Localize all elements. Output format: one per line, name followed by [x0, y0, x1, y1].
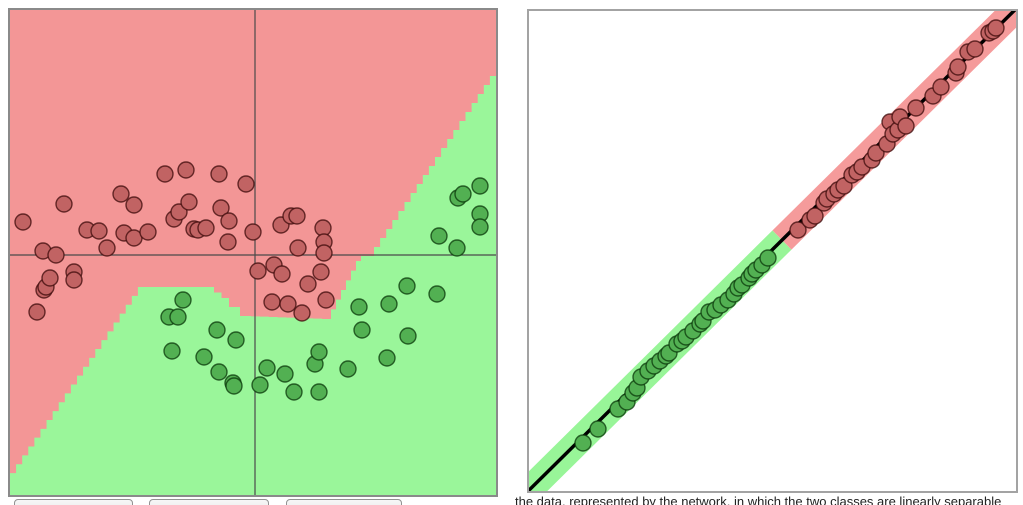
data-point [156, 165, 174, 183]
control-button-3[interactable] [286, 499, 402, 505]
data-point [315, 244, 333, 262]
data-point [276, 365, 294, 383]
data-point [14, 213, 32, 231]
data-point [350, 298, 368, 316]
hidden-representation-canvas [529, 11, 1016, 491]
data-point [987, 19, 1005, 37]
data-point [169, 308, 187, 326]
data-point [258, 359, 276, 377]
data-point [339, 360, 357, 378]
data-point [574, 434, 592, 452]
decision-boundary-plot [8, 8, 498, 497]
control-button-2[interactable] [149, 499, 269, 505]
data-point [471, 218, 489, 236]
data-point [225, 377, 243, 395]
data-point [589, 420, 607, 438]
data-point [949, 58, 967, 76]
data-point [177, 161, 195, 179]
class-green-points [574, 249, 777, 452]
data-point [380, 295, 398, 313]
data-point [448, 239, 466, 257]
data-point [285, 383, 303, 401]
data-point [112, 185, 130, 203]
red-region [10, 10, 496, 482]
data-point [227, 331, 245, 349]
data-point [789, 221, 807, 239]
data-point [353, 321, 371, 339]
figure-caption: the data, represented by the network, in… [515, 494, 1002, 505]
control-button-1[interactable] [14, 499, 133, 505]
data-point [289, 239, 307, 257]
data-point [212, 199, 230, 217]
input-space-canvas [10, 10, 496, 495]
data-point [907, 99, 925, 117]
data-point [208, 321, 226, 339]
data-point [932, 78, 950, 96]
data-point [28, 303, 46, 321]
data-point [98, 239, 116, 257]
data-point [47, 246, 65, 264]
data-point [195, 348, 213, 366]
class-green-points [160, 177, 489, 401]
data-point [249, 262, 267, 280]
data-point [219, 233, 237, 251]
data-point [293, 304, 311, 322]
data-point [897, 117, 915, 135]
data-point [299, 275, 317, 293]
class-red-points [789, 19, 1005, 239]
data-point [399, 327, 417, 345]
data-point [41, 269, 59, 287]
data-point [312, 263, 330, 281]
data-point [471, 177, 489, 195]
data-point [174, 291, 192, 309]
representation-plot [527, 9, 1018, 493]
class-red-points [14, 161, 335, 322]
data-point [55, 195, 73, 213]
separating-line [529, 11, 1016, 491]
data-point [279, 295, 297, 313]
data-point [210, 363, 228, 381]
data-point [263, 293, 281, 311]
data-point [317, 291, 335, 309]
data-point [806, 207, 824, 225]
data-point [288, 207, 306, 225]
data-point [220, 212, 238, 230]
data-point [428, 285, 446, 303]
data-point [125, 196, 143, 214]
data-point [251, 376, 269, 394]
data-point [139, 223, 157, 241]
data-point [430, 227, 448, 245]
data-point [966, 40, 984, 58]
data-point [197, 219, 215, 237]
data-point [378, 349, 396, 367]
data-point [210, 165, 228, 183]
data-point [90, 222, 108, 240]
data-point [273, 265, 291, 283]
data-point [398, 277, 416, 295]
data-point [310, 383, 328, 401]
data-point [163, 342, 181, 360]
data-point [310, 343, 328, 361]
data-point [759, 249, 777, 267]
data-point [237, 175, 255, 193]
data-point [65, 271, 83, 289]
data-point [180, 193, 198, 211]
data-point [244, 223, 262, 241]
data-point [454, 185, 472, 203]
